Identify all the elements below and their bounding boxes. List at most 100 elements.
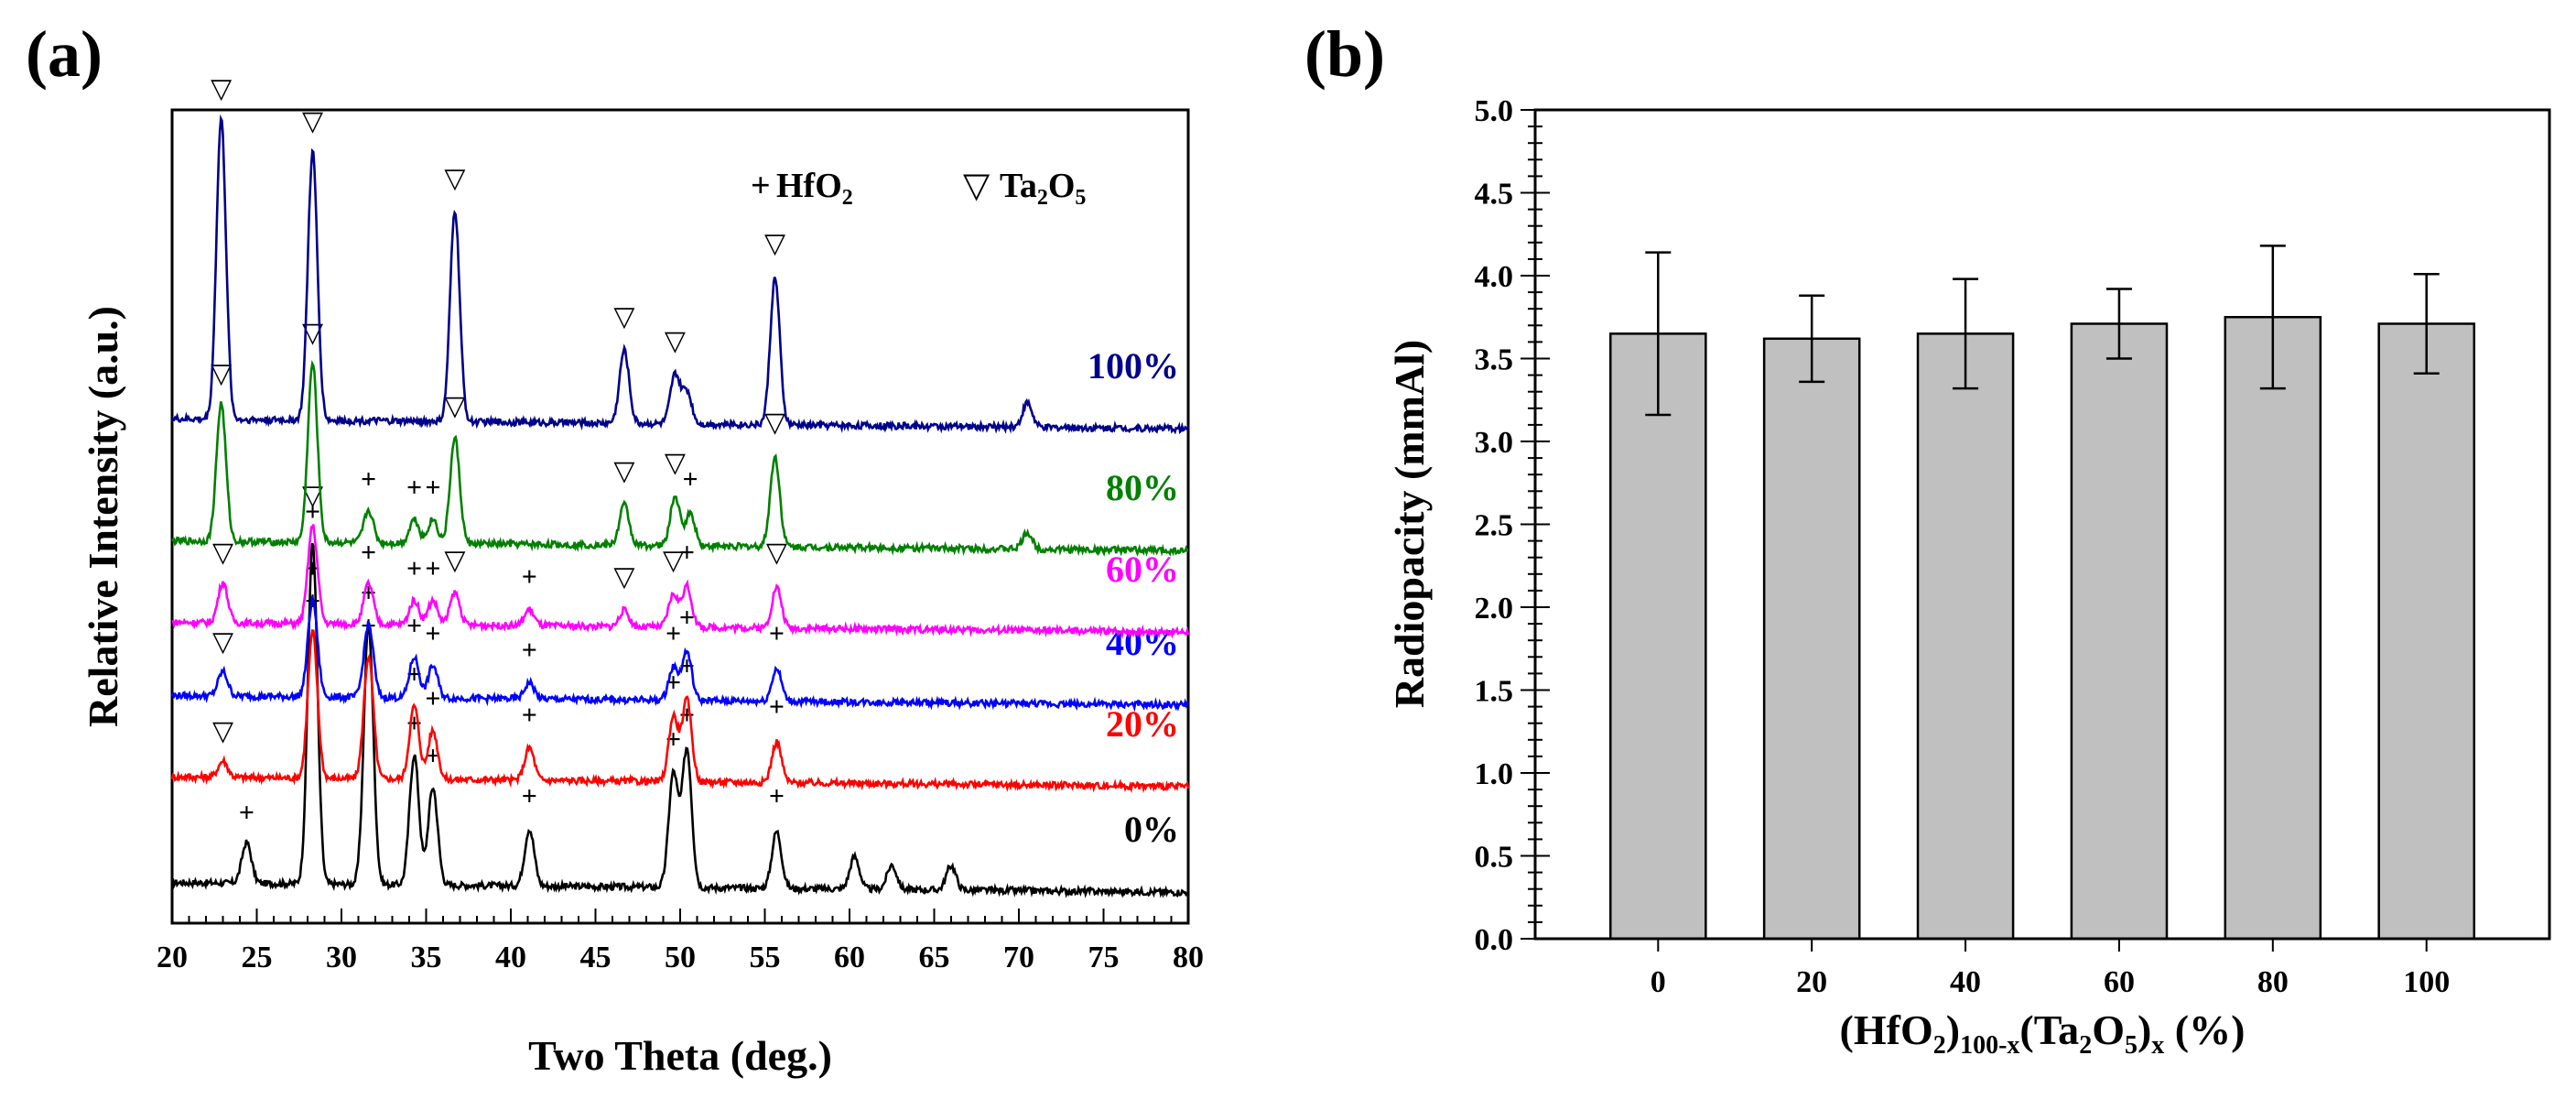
hfo2-peak-marker: + <box>679 538 695 568</box>
hfo2-peak-marker: + <box>522 635 537 665</box>
radiopacity-chart: 0.0 0.5 1.0 1.5 2.0 2.5 3.0 3.5 4.0 4.5 5.0 0 20 40 60… <box>1386 94 2551 1060</box>
xrd-curve <box>171 542 1190 898</box>
xrd-series-label: 20% <box>1106 703 1179 745</box>
hfo2-peak-marker: + <box>522 700 537 730</box>
xrd-series-label: 0% <box>1124 809 1179 850</box>
radiopacity-bar <box>2377 322 2475 941</box>
radiopacity-bar-group <box>1916 277 2015 941</box>
radiopacity-bar-group <box>1609 251 1707 941</box>
hfo2-peak-marker: + <box>666 619 681 649</box>
radiopacity-bar <box>2224 316 2322 941</box>
xrd-curve <box>170 595 1190 713</box>
radiopacity-bar <box>1916 332 2015 941</box>
ta2o5-peak-marker: ▽ <box>665 326 686 356</box>
xrd-legend: + HfO2 ▽ Ta2O5 <box>751 167 1086 210</box>
radiopacity-y-tick-label: 3.5 <box>1475 343 1514 377</box>
radiopacity-y-tick-label: 2.5 <box>1475 509 1514 543</box>
hfo2-peak-marker: + <box>679 603 695 633</box>
ta2o5-peak-marker: ▽ <box>302 106 323 136</box>
ta2o5-peak-marker: ▽ <box>211 74 232 104</box>
radiopacity-x-tick-label: 20 <box>1796 965 1827 999</box>
hfo2-peak-marker: + <box>361 538 376 568</box>
xrd-series-100pct: ▽ ▽ ▽ ▽ ▽ ▽ 100% <box>170 74 1190 435</box>
hfo2-peak-marker: + <box>769 781 785 811</box>
xrd-series-label: 100% <box>1088 345 1179 386</box>
ta2o5-peak-marker: ▽ <box>212 716 233 746</box>
hfo2-peak-marker: + <box>239 798 254 828</box>
radiopacity-y-tick-label: 5.0 <box>1475 94 1514 128</box>
ta2o5-peak-marker: ▽ <box>663 546 684 576</box>
ta2o5-peak-marker: ▽ <box>212 538 233 568</box>
ta2o5-peak-marker: ▽ <box>764 228 785 258</box>
xrd-chart: 20 25 30 35 40 45 50 55 60 65 70 75 80 +++++++++0%▽+… <box>80 74 1204 1079</box>
legend-hfo2-symbol: + <box>751 167 771 205</box>
ta2o5-peak-marker: ▽ <box>444 391 465 421</box>
radiopacity-bar-group <box>1762 294 1861 941</box>
panel-b-label: (b) <box>1304 17 1385 91</box>
hfo2-peak-marker: + <box>522 781 537 811</box>
legend-ta2o5-symbol: ▽ <box>963 167 990 205</box>
radiopacity-bar <box>1762 337 1861 941</box>
radiopacity-y-tick-label: 1.5 <box>1475 675 1514 709</box>
xrd-x-tick-label: 70 <box>1003 941 1034 974</box>
radiopacity-x-tick-label: 80 <box>2257 965 2289 999</box>
hfo2-peak-marker: + <box>769 692 785 723</box>
xrd-x-tick-label: 20 <box>157 941 188 974</box>
panel-a-label: (a) <box>26 17 103 91</box>
ta2o5-peak-marker: ▽ <box>212 627 233 658</box>
radiopacity-x-tick-label: 40 <box>1950 965 1981 999</box>
ta2o5-peak-marker: ▽ <box>613 301 634 332</box>
xrd-x-tick-label: 40 <box>495 941 526 974</box>
hfo2-peak-marker: + <box>425 619 440 649</box>
xrd-x-tick-label: 35 <box>411 941 442 974</box>
hfo2-peak-marker: + <box>425 554 440 584</box>
radiopacity-y-tick-label: 3.0 <box>1475 426 1514 460</box>
radiopacity-bar-group <box>2070 288 2169 941</box>
hfo2-peak-marker: + <box>406 611 422 641</box>
xrd-x-tick-label: 45 <box>580 941 612 974</box>
legend-hfo2-label: HfO2 <box>776 167 853 210</box>
xrd-series-label: 80% <box>1106 467 1179 508</box>
radiopacity-y-tick-label: 4.0 <box>1475 260 1514 294</box>
hfo2-peak-marker: + <box>683 464 698 495</box>
radiopacity-y-tick-label: 1.0 <box>1475 757 1514 791</box>
ta2o5-peak-marker: ▽ <box>665 448 686 478</box>
xrd-curve <box>170 114 1190 435</box>
radiopacity-x-axis-title: (HfO2)100-x(Ta2O5)x (%) <box>1840 1007 2246 1060</box>
hfo2-peak-marker: + <box>425 684 440 714</box>
hfo2-peak-marker: + <box>361 464 376 495</box>
xrd-y-axis-title: Relative Intensity (a.u.) <box>80 306 126 727</box>
ta2o5-peak-marker: ▽ <box>764 408 785 438</box>
ta2o5-peak-marker: ▽ <box>613 456 634 486</box>
ta2o5-peak-marker: ▽ <box>766 538 787 568</box>
radiopacity-x-tick-label: 100 <box>2403 965 2450 999</box>
xrd-x-tick-label: 65 <box>919 941 950 974</box>
xrd-x-tick-label: 60 <box>834 941 865 974</box>
xrd-series-60pct: ▽▽++ + ▽+ ▽▽+ ▽ 60% <box>171 481 1190 639</box>
radiopacity-bar <box>2070 322 2169 941</box>
xrd-x-tick-label: 75 <box>1088 941 1120 974</box>
xrd-x-tick-label: 50 <box>665 941 696 974</box>
ta2o5-peak-marker: ▽ <box>444 163 465 193</box>
radiopacity-bar <box>1609 332 1707 941</box>
xrd-curve <box>170 628 1190 794</box>
radiopacity-x-tick-label: 60 <box>2104 965 2135 999</box>
hfo2-peak-marker: + <box>305 496 320 527</box>
radiopacity-y-tick-label: 4.5 <box>1475 178 1514 212</box>
hfo2-peak-marker: + <box>769 619 785 649</box>
xrd-x-tick-label: 55 <box>750 941 781 974</box>
radiopacity-y-tick-label: 0.0 <box>1475 923 1514 957</box>
xrd-series-label: 60% <box>1106 549 1179 590</box>
radiopacity-y-tick-label: 2.0 <box>1475 592 1514 626</box>
xrd-series-80pct: ▽▽+ + +▽▽ ▽+▽80% <box>170 318 1189 557</box>
hfo2-peak-marker: + <box>406 554 422 584</box>
ta2o5-peak-marker: ▽ <box>444 546 465 576</box>
xrd-curve <box>170 359 1189 557</box>
ta2o5-peak-marker: ▽ <box>211 358 232 388</box>
xrd-curve <box>171 524 1190 639</box>
ta2o5-peak-marker: ▽ <box>302 481 323 511</box>
hfo2-peak-marker: + <box>406 473 422 503</box>
xrd-x-tick-label: 80 <box>1173 941 1204 974</box>
legend-ta2o5-label: Ta2O5 <box>1000 167 1086 210</box>
radiopacity-x-tick-label: 0 <box>1651 965 1666 999</box>
